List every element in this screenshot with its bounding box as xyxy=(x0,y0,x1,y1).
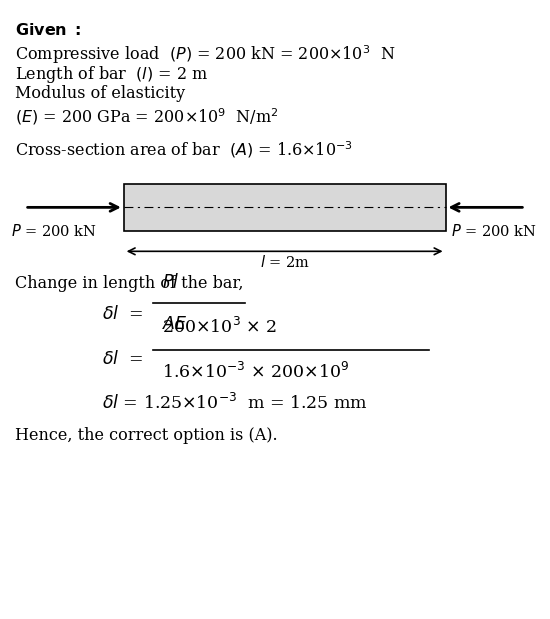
Text: 200$\times$10$^3$ $\times$ 2: 200$\times$10$^3$ $\times$ 2 xyxy=(162,318,277,337)
Text: $\it{l}$ = 2m: $\it{l}$ = 2m xyxy=(260,254,310,271)
FancyBboxPatch shape xyxy=(124,184,446,230)
Text: 1.6$\times$10$^{-3}$ $\times$ 200$\times$10$^9$: 1.6$\times$10$^{-3}$ $\times$ 200$\times… xyxy=(162,362,350,382)
Text: Modulus of elasticity: Modulus of elasticity xyxy=(15,85,185,102)
Text: $\it{P}$ = 200 kN: $\it{P}$ = 200 kN xyxy=(451,223,537,239)
Text: Change in length of the bar,: Change in length of the bar, xyxy=(15,275,244,292)
Text: Compressive load  $(P)$ = 200 kN = 200$\times$10$^3$  N: Compressive load $(P)$ = 200 kN = 200$\t… xyxy=(15,43,396,66)
Text: $\delta\mathit{l}$  =: $\delta\mathit{l}$ = xyxy=(102,350,143,368)
Text: Length of bar  $({l})$ = 2 m: Length of bar $({l})$ = 2 m xyxy=(15,64,208,85)
Text: $\it{P}$ = 200 kN: $\it{P}$ = 200 kN xyxy=(11,223,97,239)
Text: $\delta\mathit{l}$  =: $\delta\mathit{l}$ = xyxy=(102,305,143,322)
Text: $\mathbf{Given\ :}$: $\mathbf{Given\ :}$ xyxy=(15,22,81,39)
Text: Hence, the correct option is (A).: Hence, the correct option is (A). xyxy=(15,427,278,444)
Text: $(E)$ = 200 GPa = 200$\times$10$^9$  N/m$^2$: $(E)$ = 200 GPa = 200$\times$10$^9$ N/m$… xyxy=(15,106,279,127)
Text: $\delta\mathit{l}$ = 1.25$\times$10$^{-3}$  m = 1.25 mm: $\delta\mathit{l}$ = 1.25$\times$10$^{-3… xyxy=(102,393,367,413)
Text: $\mathit{Pl}$: $\mathit{Pl}$ xyxy=(162,273,179,291)
Text: $\mathit{AE}$: $\mathit{AE}$ xyxy=(162,316,188,332)
Text: Cross-section area of bar  $({A})$ = 1.6$\times$10$^{-3}$: Cross-section area of bar $({A})$ = 1.6$… xyxy=(15,139,353,160)
